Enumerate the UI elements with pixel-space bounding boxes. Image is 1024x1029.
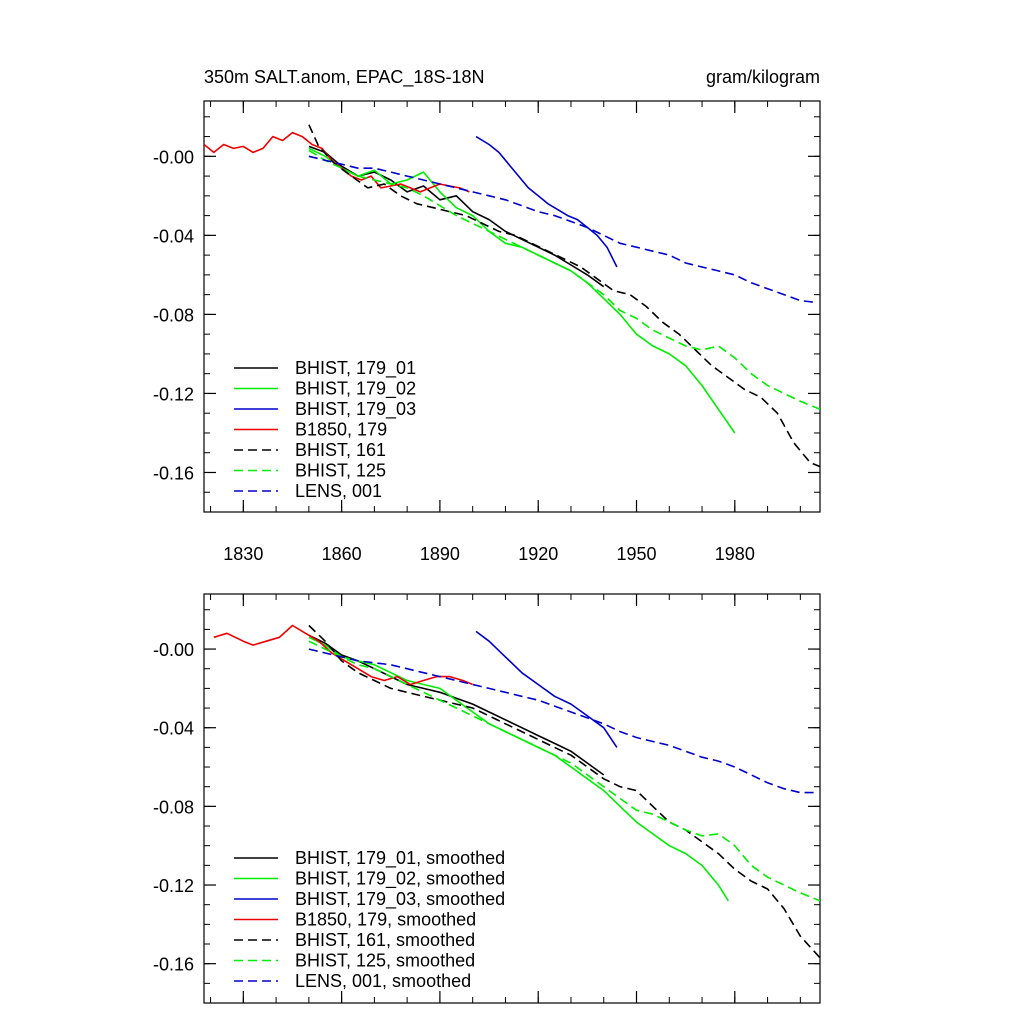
- bottom-panel: -0.00 -0.04 -0.08 -0.12 -0.16 BHIST, 179_01, …: [153, 593, 821, 1004]
- units-label: gram/kilogram: [706, 67, 820, 87]
- legend-label: BHIST, 125: [295, 461, 386, 481]
- y-tick-label: -0.08: [153, 305, 194, 325]
- y-tick-label: -0.04: [153, 226, 194, 246]
- legend-label: BHIST, 179_01: [295, 358, 416, 379]
- x-tick-label: 1830: [223, 544, 263, 564]
- plot-frame: [203, 593, 821, 1004]
- x-tick-label: 1950: [616, 544, 656, 564]
- x-tick-label: 1860: [322, 544, 362, 564]
- legend-label: LENS, 001, smoothed: [295, 971, 471, 991]
- y-tick-label: -0.16: [153, 463, 194, 483]
- plot-frame: [203, 100, 821, 513]
- series-line-1: [308, 636, 729, 902]
- series-group: [213, 624, 820, 959]
- legend-label: BHIST, 179_02: [295, 379, 416, 400]
- series-line-5: [308, 640, 820, 902]
- y-tick-label: -0.08: [153, 797, 194, 817]
- legend-label: B1850, 179, smoothed: [295, 910, 476, 930]
- y-tick-label: -0.00: [153, 147, 194, 167]
- legend-label: BHIST, 179_03: [295, 399, 416, 420]
- series-line-4: [308, 624, 820, 959]
- chart-title: 350m SALT.anom, EPAC_18S-18N: [204, 67, 484, 88]
- y-tick-label: -0.12: [153, 876, 194, 896]
- series-line-5: [308, 149, 820, 411]
- y-tick-label: -0.12: [153, 384, 194, 404]
- y-tick-label: -0.00: [153, 640, 194, 660]
- x-tick-label: 1920: [518, 544, 558, 564]
- series-group: [204, 124, 820, 468]
- series-line-2: [475, 630, 618, 748]
- series-line-6: [308, 648, 817, 794]
- series-line-0: [308, 634, 605, 776]
- legend-label: BHIST, 161, smoothed: [295, 930, 475, 950]
- y-tick-label: -0.04: [153, 719, 194, 739]
- y-tick-label: -0.16: [153, 955, 194, 975]
- legend-label: BHIST, 161: [295, 440, 386, 460]
- series-line-2: [475, 135, 618, 268]
- legend-label: BHIST, 125, smoothed: [295, 951, 475, 971]
- series-line-1: [308, 147, 736, 434]
- series-line-6: [308, 155, 817, 304]
- x-tick-label: 1980: [715, 544, 755, 564]
- legend-label: BHIST, 179_03, smoothed: [295, 889, 505, 910]
- top-panel: -0.00 -0.04 -0.08 -0.12 -0.16 1830 1860 1890 192…: [153, 100, 821, 564]
- legend-label: BHIST, 179_01, smoothed: [295, 848, 505, 869]
- series-line-3: [213, 624, 474, 686]
- x-tick-label: 1890: [420, 544, 460, 564]
- legend-label: LENS, 001: [295, 481, 382, 501]
- legend-label: B1850, 179: [295, 420, 387, 440]
- legend-label: BHIST, 179_02, smoothed: [295, 869, 505, 890]
- series-line-4: [308, 124, 820, 468]
- series-line-3: [204, 131, 470, 193]
